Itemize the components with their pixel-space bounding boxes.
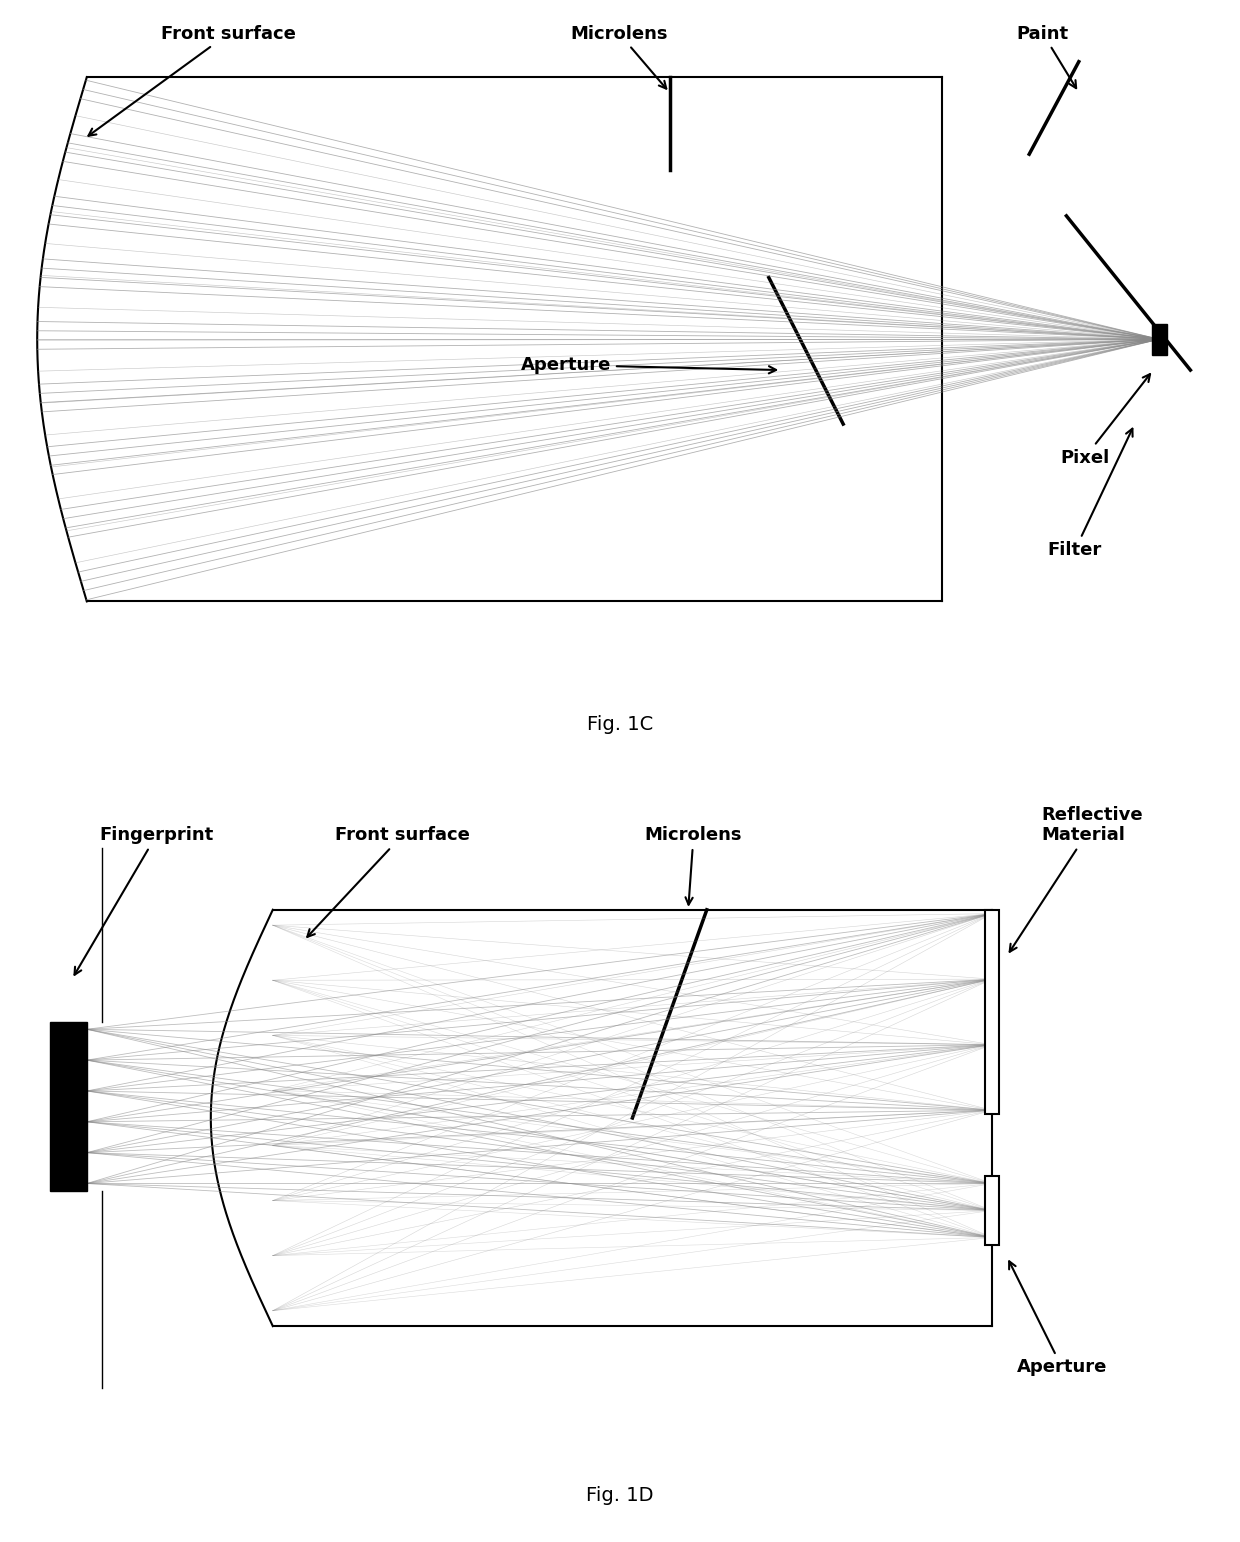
Bar bbox=[985, 1177, 999, 1246]
Text: Reflective
Material: Reflective Material bbox=[1009, 805, 1143, 951]
Text: Aperture: Aperture bbox=[521, 356, 776, 375]
Bar bbox=[50, 1022, 87, 1192]
Bar bbox=[1152, 324, 1167, 355]
Text: Pixel: Pixel bbox=[1060, 375, 1149, 467]
Text: Paint: Paint bbox=[1017, 25, 1076, 88]
Text: Microlens: Microlens bbox=[570, 25, 668, 88]
Text: Aperture: Aperture bbox=[1009, 1261, 1107, 1377]
Text: Fingerprint: Fingerprint bbox=[74, 827, 213, 975]
Text: Fig. 1C: Fig. 1C bbox=[587, 715, 653, 734]
Text: Fig. 1D: Fig. 1D bbox=[587, 1486, 653, 1505]
Bar bbox=[985, 910, 999, 1113]
Text: Filter: Filter bbox=[1048, 429, 1132, 560]
Text: Microlens: Microlens bbox=[645, 827, 743, 905]
Text: Front surface: Front surface bbox=[308, 827, 470, 938]
Text: Front surface: Front surface bbox=[88, 25, 296, 136]
